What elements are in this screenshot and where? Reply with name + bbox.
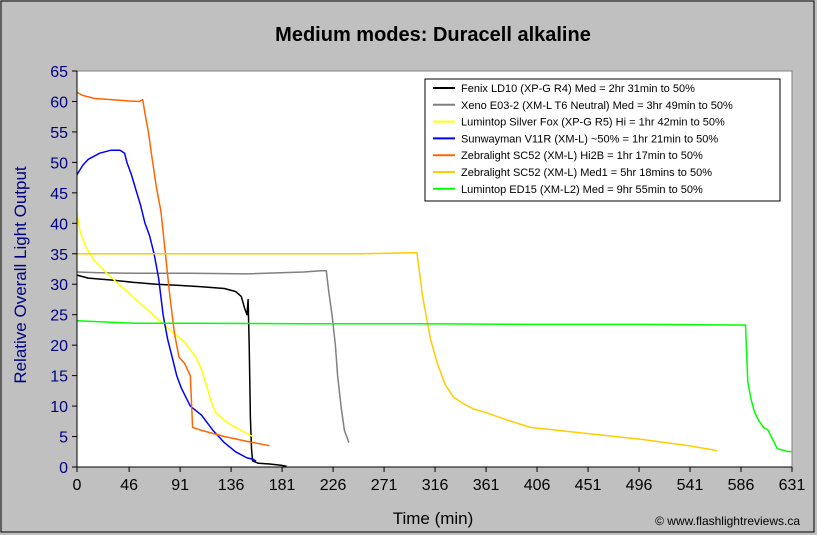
x-tick-label: 271 [371, 477, 398, 494]
series-line-4 [76, 149, 257, 462]
x-tick-label: 181 [269, 477, 296, 494]
legend-box [424, 78, 781, 202]
y-tick-label: 50 [50, 155, 68, 172]
x-tick-label: 0 [73, 477, 82, 494]
axes-group [72, 70, 793, 472]
y-tick-label: 55 [50, 125, 68, 142]
x-tick-label: 91 [171, 477, 189, 494]
y-tick-label: 65 [50, 64, 68, 81]
y-tick-label: 45 [50, 186, 68, 203]
x-tick-label: 226 [320, 477, 347, 494]
y-tick-label: 40 [50, 216, 68, 233]
x-tick-label: 361 [473, 477, 500, 494]
legend-entry: Lumintop Silver Fox (XP-G R5) Hi = 1hr 4… [461, 117, 725, 129]
legend-entry: Lumintop ED15 (XM-L2) Med = 9hr 55min to… [461, 184, 703, 196]
x-tick-label: 451 [575, 477, 602, 494]
series-group [76, 91, 793, 468]
x-tick-label: 541 [677, 477, 704, 494]
legend-entry: Fenix LD10 (XP-G R4) Med = 2hr 31min to … [461, 83, 695, 95]
y-tick-labels: 0 5 10 15 20 25 30 35 40 45 50 55 60 65 [50, 64, 68, 477]
chart-title: Medium modes: Duracell alkaline [275, 24, 591, 46]
x-tick-label: 496 [626, 477, 653, 494]
legend-entry: Zebralight SC52 (XM-L) Med1 = 5hr 18mins… [461, 167, 712, 179]
y-tick-label: 10 [50, 399, 68, 416]
y-tick-label: 60 [50, 94, 68, 111]
x-tick-label: 136 [218, 477, 245, 494]
x-tick-labels: 0 46 91 136 181 226 271 316 361 406 451 496 541 586 63… [73, 477, 806, 494]
x-tick-label: 406 [524, 477, 551, 494]
y-axis-label: Relative Overall Light Output [11, 166, 30, 384]
y-tick-label: 25 [50, 308, 68, 325]
x-axis-label: Time (min) [393, 509, 474, 528]
x-tick-label: 316 [422, 477, 449, 494]
x-tick-label: 46 [120, 477, 138, 494]
y-tick-label: 20 [50, 338, 68, 355]
x-tick-label: 586 [728, 477, 755, 494]
series-line-3 [76, 214, 253, 438]
y-tick-label: 35 [50, 247, 68, 264]
series-line-6 [77, 251, 718, 452]
y-tick-label: 30 [50, 277, 68, 294]
series-line-2 [76, 270, 350, 443]
y-tick-label: 15 [50, 369, 68, 386]
legend-entry: Sunwayman V11R (XM-L) ~50% = 1hr 21min t… [461, 133, 718, 145]
y-tick-label: 5 [59, 430, 68, 447]
y-tick-label: 0 [59, 460, 68, 477]
legend: Fenix LD10 (XP-G R4) Med = 2hr 31min to … [424, 78, 781, 202]
legend-entry: Xeno E03-2 (XM-L T6 Neutral) Med = 3hr 4… [461, 100, 733, 112]
legend-entry: Zebralight SC52 (XM-L) Hi2B = 1hr 17min … [461, 150, 703, 162]
series-line-5 [76, 91, 270, 447]
x-tick-label: 631 [779, 477, 806, 494]
series-line-7 [76, 320, 793, 453]
credit-text: © www.flashlightreviews.ca [655, 514, 800, 528]
series-line-1 [76, 274, 287, 468]
